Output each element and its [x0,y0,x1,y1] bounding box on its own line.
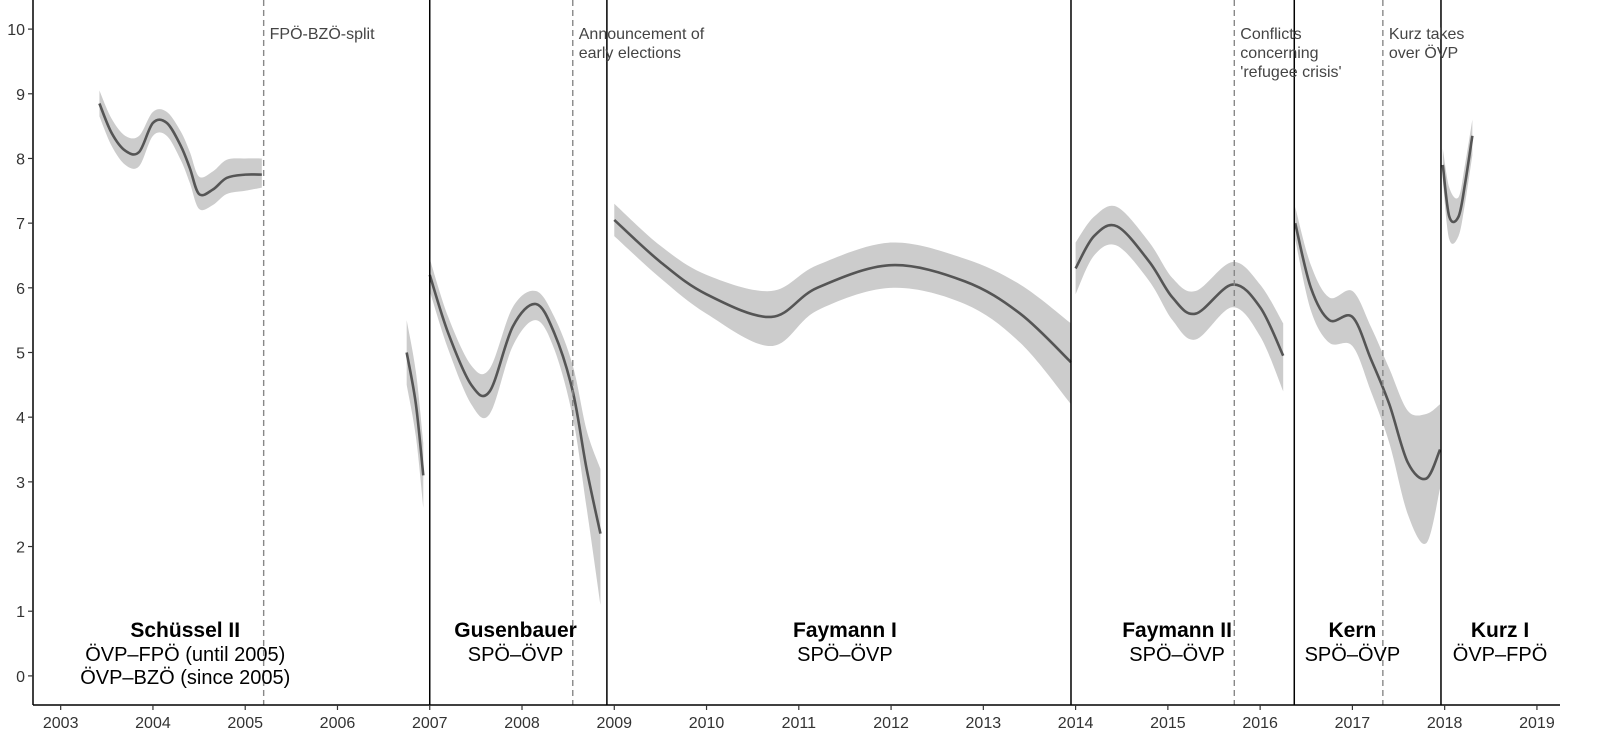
x-tick-label: 2007 [412,715,448,732]
government-coalition-3: SPÖ–ÖVP [797,644,893,666]
y-tick-label: 1 [16,604,25,621]
x-tick-label: 2019 [1519,715,1555,732]
event-label-3: Conflicts concerning 'refugee crisis' [1240,26,1341,81]
event-label-4: Kurz takes over ÖVP [1389,26,1465,62]
y-tick-label: 6 [16,281,25,298]
government-coalition-1: ÖVP–BZÖ (since 2005) [80,667,290,689]
x-tick-label: 2003 [43,715,79,732]
government-coalition-1: ÖVP–FPÖ (until 2005) [85,644,285,666]
series-lines [98,102,1474,534]
x-tick-label: 2008 [504,715,540,732]
x-tick-label: 2017 [1335,715,1371,732]
government-name-4: Faymann II [1122,619,1232,642]
y-tick-label: 0 [16,669,25,686]
event-label-line: Announcement of [579,26,705,43]
government-coalition-5: SPÖ–ÖVP [1305,644,1401,666]
government-name-6: Kurz I [1471,619,1529,642]
event-label-2: Announcement of early elections [579,26,705,62]
confidence-band-4 [614,203,1071,405]
government-name-3: Faymann I [793,619,897,642]
confidence-bands [99,90,1473,605]
y-tick-label: 2 [16,540,25,557]
series-line-3 [428,274,602,534]
y-tick-label: 5 [16,346,25,363]
confidence-band-5 [1075,205,1284,392]
event-label-line: FPÖ-BZÖ-split [270,25,375,43]
axes: 0 1 2 3 4 5 6 7 8 9 10 2003 2004 2005 2006 2007 2008 2009… [7,0,1560,732]
series-line-4 [613,218,1072,364]
event-label-line: concerning [1240,45,1318,62]
y-tick-label: 4 [16,410,25,427]
series-line-2 [405,352,425,476]
confidence-band-6 [1295,206,1441,544]
government-coalition-4: SPÖ–ÖVP [1129,644,1225,666]
government-name-2: Gusenbauer [454,619,577,642]
series-line-6 [1293,222,1442,481]
x-tick-label: 2014 [1058,715,1094,732]
x-tick-label: 2016 [1242,715,1278,732]
x-tick-label: 2006 [320,715,356,732]
x-tick-label: 2004 [135,715,171,732]
series-line-7 [1441,135,1474,224]
government-name-5: Kern [1328,619,1376,642]
chart-labels: FPÖ-BZÖ-split Announcement of early electi… [80,25,1547,689]
event-label-line: over ÖVP [1389,44,1458,62]
event-label-line: 'refugee crisis' [1240,64,1341,81]
confidence-band-2 [406,320,424,508]
series-line-5 [1074,223,1285,357]
y-tick-label: 10 [7,22,25,39]
government-coalition-6: ÖVP–FPÖ [1453,644,1547,666]
y-tick-label: 8 [16,151,25,168]
event-label-line: Kurz takes [1389,26,1465,43]
y-tick-label: 7 [16,216,25,233]
series-line-1 [98,102,262,197]
y-tick-label: 3 [16,475,25,492]
event-label-line: Conflicts [1240,26,1301,43]
x-tick-label: 2012 [873,715,909,732]
y-tick-label: 9 [16,87,25,104]
x-tick-label: 2015 [1150,715,1186,732]
confidence-band-3 [429,258,601,605]
x-tick-label: 2009 [596,715,632,732]
x-tick-label: 2018 [1427,715,1463,732]
x-tick-label: 2011 [782,715,817,732]
x-tick-label: 2010 [689,715,725,732]
government-coalition-2: SPÖ–ÖVP [468,644,564,666]
event-label-line: early elections [579,45,681,62]
government-name-1: Schüssel II [130,619,240,642]
x-tick-label: 2005 [227,715,263,732]
confidence-band-7 [1442,119,1473,244]
event-label-1: FPÖ-BZÖ-split [270,25,375,43]
x-tick-label: 2013 [966,715,1002,732]
vertical-markers [262,0,1442,705]
